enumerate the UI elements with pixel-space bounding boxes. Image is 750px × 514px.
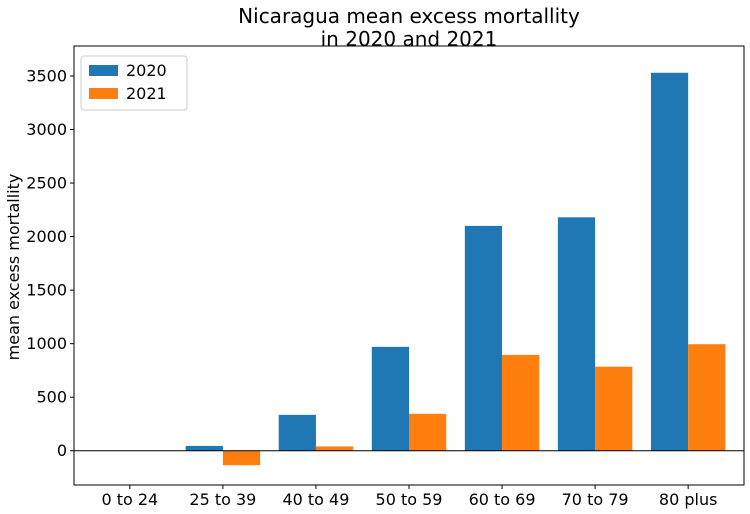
legend-swatch-2021 [89, 88, 118, 99]
bar-2021-50-to-59 [409, 413, 447, 451]
bar-2020-50-to-59 [371, 346, 409, 451]
bar-2020-80-plus [650, 72, 689, 451]
bar-2021-60-to-69 [502, 354, 540, 451]
x-tick-label: 25 to 39 [189, 490, 256, 509]
chart-title-line-1: Nicaragua mean excess mortallity [238, 4, 580, 28]
bar-2020-25-to-39 [185, 445, 223, 451]
y-tick-label: 0 [57, 441, 67, 460]
bar-2021-70-to-79 [595, 366, 633, 451]
y-tick-label: 500 [36, 388, 67, 407]
y-tick-label: 2000 [26, 227, 67, 246]
bar-2020-70-to-79 [557, 217, 596, 451]
bar-2020-40-to-49 [278, 414, 316, 451]
legend-label-2021: 2021 [126, 84, 167, 103]
legend-swatch-2020 [89, 65, 118, 76]
x-tick-label: 40 to 49 [282, 490, 349, 509]
y-tick-label: 3500 [26, 66, 67, 85]
bar-2021-40-to-49 [315, 446, 354, 451]
y-tick-label: 1500 [26, 281, 67, 300]
y-tick-label: 3000 [26, 120, 67, 139]
legend: 2020 2021 [80, 55, 188, 111]
bar-2021-25-to-39 [222, 450, 261, 466]
chart-title-line-2: in 2020 and 2021 [321, 27, 498, 51]
y-tick-label: 1000 [26, 334, 67, 353]
chart-title: Nicaragua mean excess mortallity in 2020… [238, 4, 580, 51]
bar-2020-60-to-69 [464, 225, 503, 451]
y-axis-label: mean excess mortallity [4, 174, 23, 361]
y-tick-label: 2500 [26, 174, 67, 193]
legend-label-2020: 2020 [126, 61, 167, 80]
x-tick-label: 50 to 59 [376, 490, 443, 509]
x-tick-label: 0 to 24 [101, 490, 158, 509]
bar-2021-80-plus [688, 344, 726, 451]
plot-area: 0 500 1000 1500 2000 2500 3000 3500 0 to 24 25 to… [26, 45, 745, 509]
x-tick-label: 80 plus [659, 490, 718, 509]
x-tick-label: 60 to 69 [469, 490, 536, 509]
x-tick-label: 70 to 79 [562, 490, 629, 509]
